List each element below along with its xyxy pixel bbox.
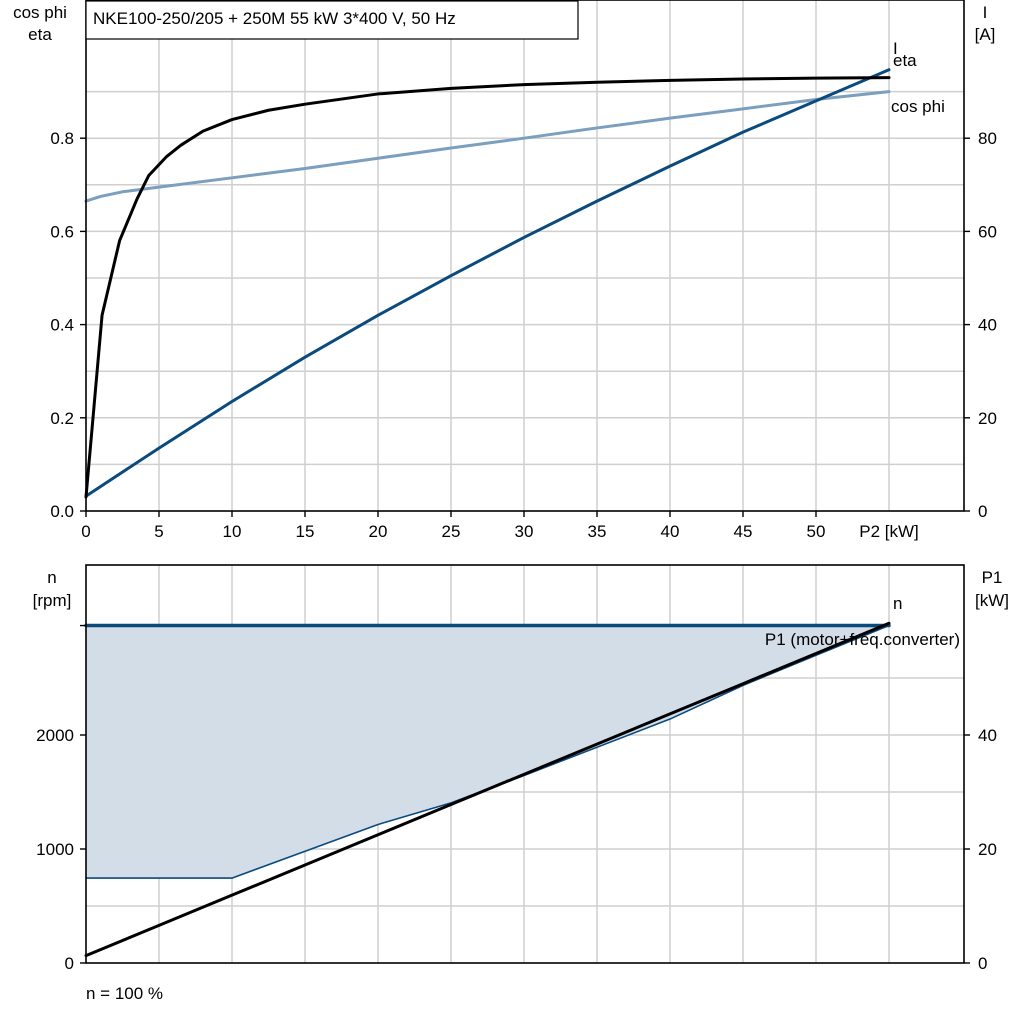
bottom-right-y-tick-label: 40 [978, 726, 997, 745]
p1-curve [84, 621, 891, 958]
top-plot-frame [85, 0, 965, 512]
bottom-left-y-tick-label: 0 [65, 954, 74, 973]
right-y-tick-label: 60 [978, 222, 997, 241]
left-y-tick-label: 0.4 [50, 316, 74, 335]
bottom-plot-frame [85, 564, 965, 964]
bottom-left-y-tick-label: 2000 [36, 726, 74, 745]
speed-note: n = 100 % [86, 984, 163, 1003]
top-plot-series [84, 68, 891, 499]
left-y-tick-label: 0.0 [50, 502, 74, 521]
x-tick-label: 20 [369, 522, 388, 541]
operating-area [86, 625, 889, 879]
x-tick-label: 45 [734, 522, 753, 541]
left-axis-title-line2: eta [28, 25, 52, 44]
right-y-tick-label: 40 [978, 316, 997, 335]
axis-and-series-labels: 0 5 10 15 20 25 30 35 40 45 50 P2 [kW] 0.0 0.2 0.4 0.6 0… [13, 3, 1009, 973]
left-axis-title-line1: cos phi [13, 3, 67, 22]
x-tick-label: 25 [442, 522, 461, 541]
left-y-tick-label: 0.8 [50, 129, 74, 148]
x-tick-label: 5 [154, 522, 163, 541]
right-y-tick-label: 20 [978, 409, 997, 428]
x-tick-label: 50 [807, 522, 826, 541]
right-axis-title-line1: I [983, 3, 988, 22]
x-tick-label: 30 [515, 522, 534, 541]
right-axis-title-line2: [A] [975, 25, 996, 44]
x-tick-label: 40 [661, 522, 680, 541]
eta-series-label: eta [893, 51, 917, 70]
bottom-right-axis-title-line1: P1 [982, 568, 1003, 587]
p1-series-label: P1 (motor+freq.converter) [765, 630, 960, 649]
cosphi-curve [84, 90, 891, 203]
eta-curve [84, 76, 891, 499]
bottom-left-y-tick-label: 1000 [36, 840, 74, 859]
title-box [85, 0, 579, 40]
x-axis-label: P2 [kW] [859, 522, 919, 541]
bottom-plot-series [84, 621, 891, 958]
x-tick-label: 0 [81, 522, 90, 541]
x-tick-label: 15 [296, 522, 315, 541]
left-y-tick-label: 0.6 [50, 222, 74, 241]
bottom-right-y-tick-label: 20 [978, 840, 997, 859]
axis-ticks [80, 137, 970, 964]
current-series-label: I [893, 39, 898, 58]
chart-title: NKE100-250/205 + 250M 55 kW 3*400 V, 50 … [93, 9, 456, 28]
right-y-tick-label: 80 [978, 129, 997, 148]
bottom-right-y-tick-label: 0 [978, 954, 987, 973]
cosphi-series-label: cos phi [891, 97, 945, 116]
bottom-left-axis-title-line2: [rpm] [33, 591, 72, 610]
bottom-right-axis-title-line2: [kW] [975, 591, 1009, 610]
x-tick-label: 35 [588, 522, 607, 541]
current-curve [84, 68, 891, 498]
x-tick-label: 10 [223, 522, 242, 541]
plot-frames [85, 0, 965, 964]
left-y-tick-label: 0.2 [50, 409, 74, 428]
bottom-left-axis-title-line1: n [47, 568, 56, 587]
speed-series-label: n [893, 594, 902, 613]
right-y-tick-label: 0 [978, 502, 987, 521]
